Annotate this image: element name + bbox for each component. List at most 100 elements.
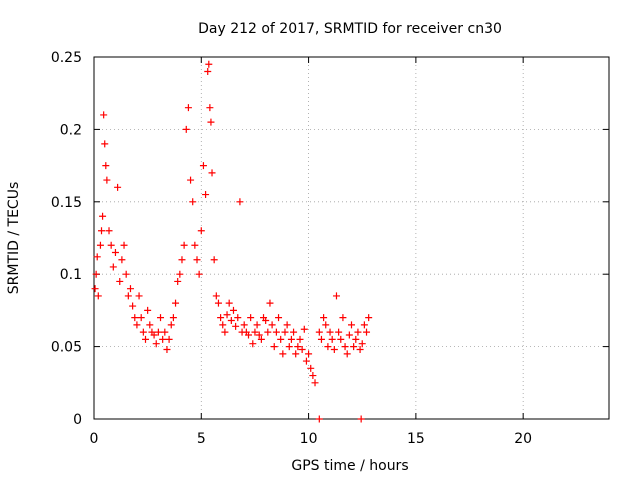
data-point [354,328,362,336]
data-point [205,60,213,68]
data-point [96,241,104,249]
data-point [262,317,270,325]
data-point [253,321,261,329]
data-point [270,343,278,351]
data-point [207,118,215,126]
y-tick-label: 0.05 [51,340,82,356]
data-point [101,140,109,148]
data-point [294,343,302,351]
data-point [281,328,289,336]
y-axis-label: SRMTID / TECUs [6,182,22,295]
data-point [204,67,212,75]
data-point [285,343,293,351]
data-point [358,340,366,348]
data-point [133,321,141,329]
data-point [142,335,149,343]
data-point [163,345,171,353]
data-point [352,335,360,343]
data-point [107,241,115,249]
data-point [365,314,373,322]
data-point [100,111,108,119]
data-point [341,343,349,351]
x-tick-label: 0 [90,431,99,447]
data-point [234,314,242,322]
data-point [191,241,199,249]
data-point [266,299,274,307]
data-point [330,345,338,353]
data-point [236,198,244,206]
data-point [199,162,207,170]
data-point [137,314,145,322]
x-axis: 0 5 10 15 20 [90,57,532,447]
data-point [91,285,99,293]
data-point [178,256,186,264]
data-point [240,321,248,329]
data-point [94,292,102,300]
x-tick-label: 5 [197,431,206,447]
data-point [232,322,240,330]
x-tick-label: 20 [514,431,532,447]
data-point [124,292,132,300]
data-point [202,191,210,199]
data-point [275,314,283,322]
data-point [174,277,182,285]
data-point [350,343,358,351]
grid [94,57,609,419]
chart-title: Day 212 of 2017, SRMTID for receiver cn3… [198,21,502,37]
data-point [328,335,336,343]
data-point [99,212,107,220]
data-point [180,241,188,249]
data-point [114,183,122,191]
data-point [92,270,100,278]
data-point [102,162,110,170]
data-point [165,335,173,343]
data-point [182,125,190,133]
data-point [193,256,201,264]
data-point [161,328,169,336]
data-point [146,321,154,329]
data-point [210,256,218,264]
data-point [197,227,205,235]
data-point [223,311,231,319]
data-point [116,277,124,285]
data-point [283,321,291,329]
data-point [311,379,319,387]
data-point [290,328,298,336]
data-point [298,345,306,353]
data-point [251,328,259,336]
y-tick-label: 0 [73,412,82,428]
data-point [335,328,343,336]
data-point [348,321,355,329]
data-point [356,345,364,353]
data-point [322,321,330,329]
data-point [317,335,325,343]
data-point [229,306,237,314]
data-point [337,335,345,343]
data-point [150,331,158,339]
data-point [195,270,203,278]
data-point [109,263,117,271]
data-point [152,340,160,348]
data-point [305,350,313,358]
data-point [172,299,180,307]
data-point [279,350,287,358]
data-point [93,253,101,261]
data-point [135,292,143,300]
data-point [176,270,184,278]
x-tick-label: 15 [407,431,425,447]
data-point [103,176,111,184]
data-point [324,343,332,351]
data-point [332,292,340,300]
y-tick-label: 0.25 [51,50,82,66]
data-point [189,198,197,206]
data-point [212,292,220,300]
data-point [122,270,130,278]
data-point [120,241,128,249]
data-point [320,314,328,322]
data-point [221,328,229,336]
data-point [245,331,252,339]
data-point [219,321,227,329]
data-point [157,314,165,322]
data-point [315,328,323,336]
